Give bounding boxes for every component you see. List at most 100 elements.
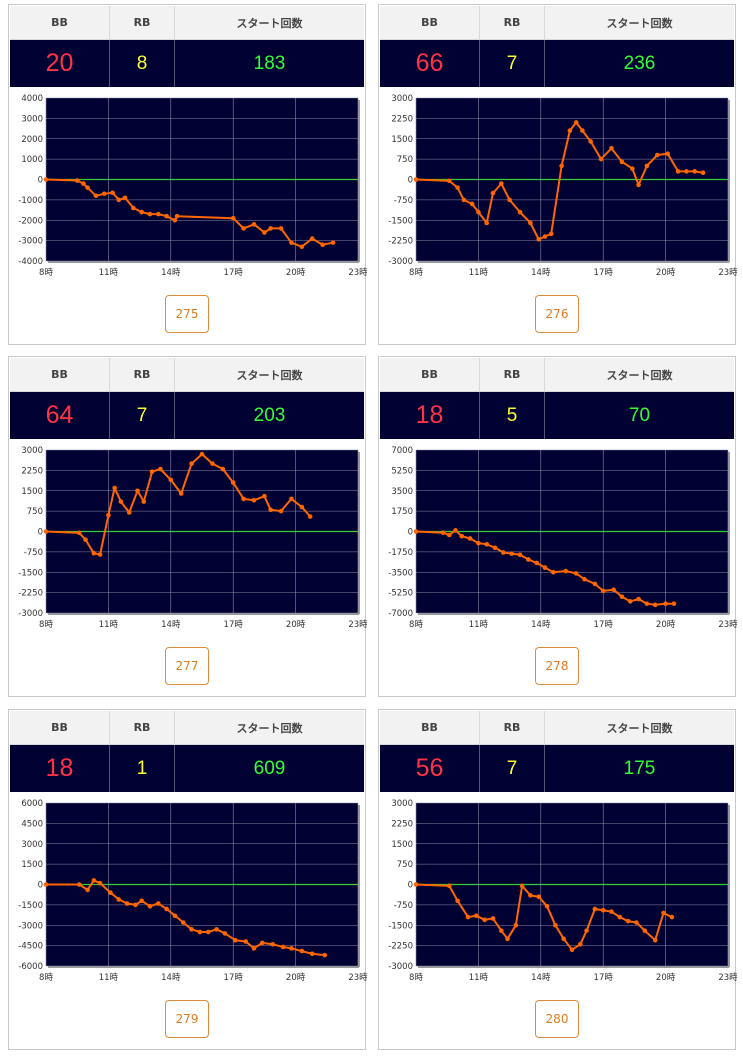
data-point bbox=[634, 920, 639, 925]
data-point bbox=[126, 510, 132, 515]
data-point bbox=[600, 908, 606, 913]
x-tick-label: 20時 bbox=[656, 620, 676, 630]
data-point bbox=[164, 906, 169, 912]
data-point bbox=[180, 920, 186, 925]
data-point bbox=[122, 195, 128, 201]
stats-value-row: 18 5 70 bbox=[380, 392, 734, 439]
x-tick-label: 23時 bbox=[718, 973, 737, 983]
bb-header: BB bbox=[380, 711, 480, 744]
machine-number-button[interactable]: 280 bbox=[535, 1000, 579, 1038]
data-point bbox=[498, 928, 504, 933]
data-point bbox=[222, 931, 228, 936]
start-count-header: スタート回数 bbox=[606, 16, 673, 30]
data-point bbox=[299, 244, 305, 250]
data-point bbox=[241, 226, 246, 231]
x-tick-label: 17時 bbox=[224, 973, 244, 983]
machine-number-button[interactable]: 275 bbox=[165, 295, 209, 333]
bb-count: 66 bbox=[380, 40, 480, 87]
rb-header: RB bbox=[110, 358, 175, 391]
data-point bbox=[692, 169, 698, 174]
data-point bbox=[501, 550, 506, 555]
data-point bbox=[455, 185, 460, 190]
start-count: 236 bbox=[623, 52, 656, 74]
data-point bbox=[455, 898, 460, 904]
y-tick-label: 1500 bbox=[391, 840, 413, 850]
y-tick-label: 1750 bbox=[391, 507, 413, 517]
rb-count: 7 bbox=[480, 745, 545, 792]
machine-card: BB RB スタート回数 20 8 183 275 4000 3000 2000 1000 0 -100… bbox=[8, 4, 367, 345]
data-point bbox=[97, 880, 103, 886]
x-tick-label: 8時 bbox=[409, 620, 423, 630]
data-point bbox=[101, 191, 107, 197]
machine-number-button[interactable]: 278 bbox=[535, 647, 579, 685]
data-point bbox=[669, 914, 675, 920]
data-point bbox=[320, 242, 325, 247]
rb-count: 7 bbox=[110, 392, 175, 439]
data-point bbox=[85, 185, 90, 190]
machine-number-button[interactable]: 276 bbox=[535, 295, 579, 333]
machine-number-button[interactable]: 277 bbox=[165, 647, 209, 685]
data-point bbox=[563, 568, 569, 574]
x-tick-label: 23時 bbox=[348, 268, 367, 278]
data-point bbox=[492, 545, 498, 551]
y-tick-label: -2250 bbox=[388, 942, 413, 952]
x-tick-label: 17時 bbox=[224, 620, 244, 630]
data-point bbox=[609, 909, 614, 914]
y-tick-label: 3000 bbox=[391, 94, 413, 104]
data-point bbox=[528, 220, 533, 226]
data-point bbox=[149, 469, 155, 475]
data-point bbox=[289, 496, 294, 502]
data-point bbox=[43, 882, 49, 887]
data-point bbox=[536, 894, 542, 900]
y-tick-label: -750 bbox=[394, 196, 413, 206]
data-point bbox=[644, 601, 650, 606]
data-point bbox=[268, 507, 273, 513]
data-point bbox=[644, 163, 650, 169]
x-tick-label: 11時 bbox=[469, 973, 489, 983]
data-point bbox=[260, 940, 265, 946]
bb-header: BB bbox=[10, 711, 110, 744]
y-tick-label: -6000 bbox=[18, 962, 43, 972]
x-tick-label: 20時 bbox=[286, 973, 306, 983]
start-count: 183 bbox=[253, 52, 286, 74]
machine-card: BB RB スタート回数 64 7 203 277 3000 2250 1500 750 0 -750 -… bbox=[8, 356, 367, 697]
data-point bbox=[268, 226, 273, 231]
data-point bbox=[505, 936, 510, 942]
data-point bbox=[498, 181, 504, 186]
data-point bbox=[81, 181, 86, 186]
data-point bbox=[517, 209, 523, 215]
data-point bbox=[663, 601, 668, 606]
machine-number-button[interactable]: 279 bbox=[165, 1000, 209, 1038]
data-point bbox=[675, 169, 681, 174]
data-point bbox=[251, 222, 257, 227]
y-tick-label: -2250 bbox=[18, 589, 43, 599]
stats-header-row: BB RB スタート回数 bbox=[380, 711, 734, 745]
data-point bbox=[573, 120, 579, 125]
data-point bbox=[661, 910, 666, 916]
y-tick-label: 3500 bbox=[391, 487, 413, 497]
x-tick-label: 14時 bbox=[531, 620, 551, 630]
y-tick-label: -2250 bbox=[388, 237, 413, 247]
y-tick-label: -7000 bbox=[388, 609, 413, 619]
x-tick-label: 11時 bbox=[469, 620, 489, 630]
y-tick-label: -750 bbox=[394, 901, 413, 911]
y-tick-label: 3000 bbox=[391, 799, 413, 809]
x-tick-label: 11時 bbox=[99, 973, 119, 983]
data-point bbox=[147, 903, 153, 909]
x-tick-label: 17時 bbox=[594, 268, 614, 278]
data-point bbox=[124, 901, 130, 906]
start-count-header: スタート回数 bbox=[606, 368, 673, 382]
x-tick-label: 11時 bbox=[99, 620, 119, 630]
data-point bbox=[307, 514, 313, 519]
x-tick-label: 20時 bbox=[656, 973, 676, 983]
y-tick-label: -1500 bbox=[18, 568, 43, 578]
bb-count: 18 bbox=[10, 745, 110, 792]
rb-count: 1 bbox=[110, 745, 175, 792]
data-point bbox=[131, 205, 136, 211]
y-tick-label: 2250 bbox=[391, 819, 413, 829]
data-point bbox=[582, 576, 587, 582]
data-point bbox=[168, 477, 174, 483]
